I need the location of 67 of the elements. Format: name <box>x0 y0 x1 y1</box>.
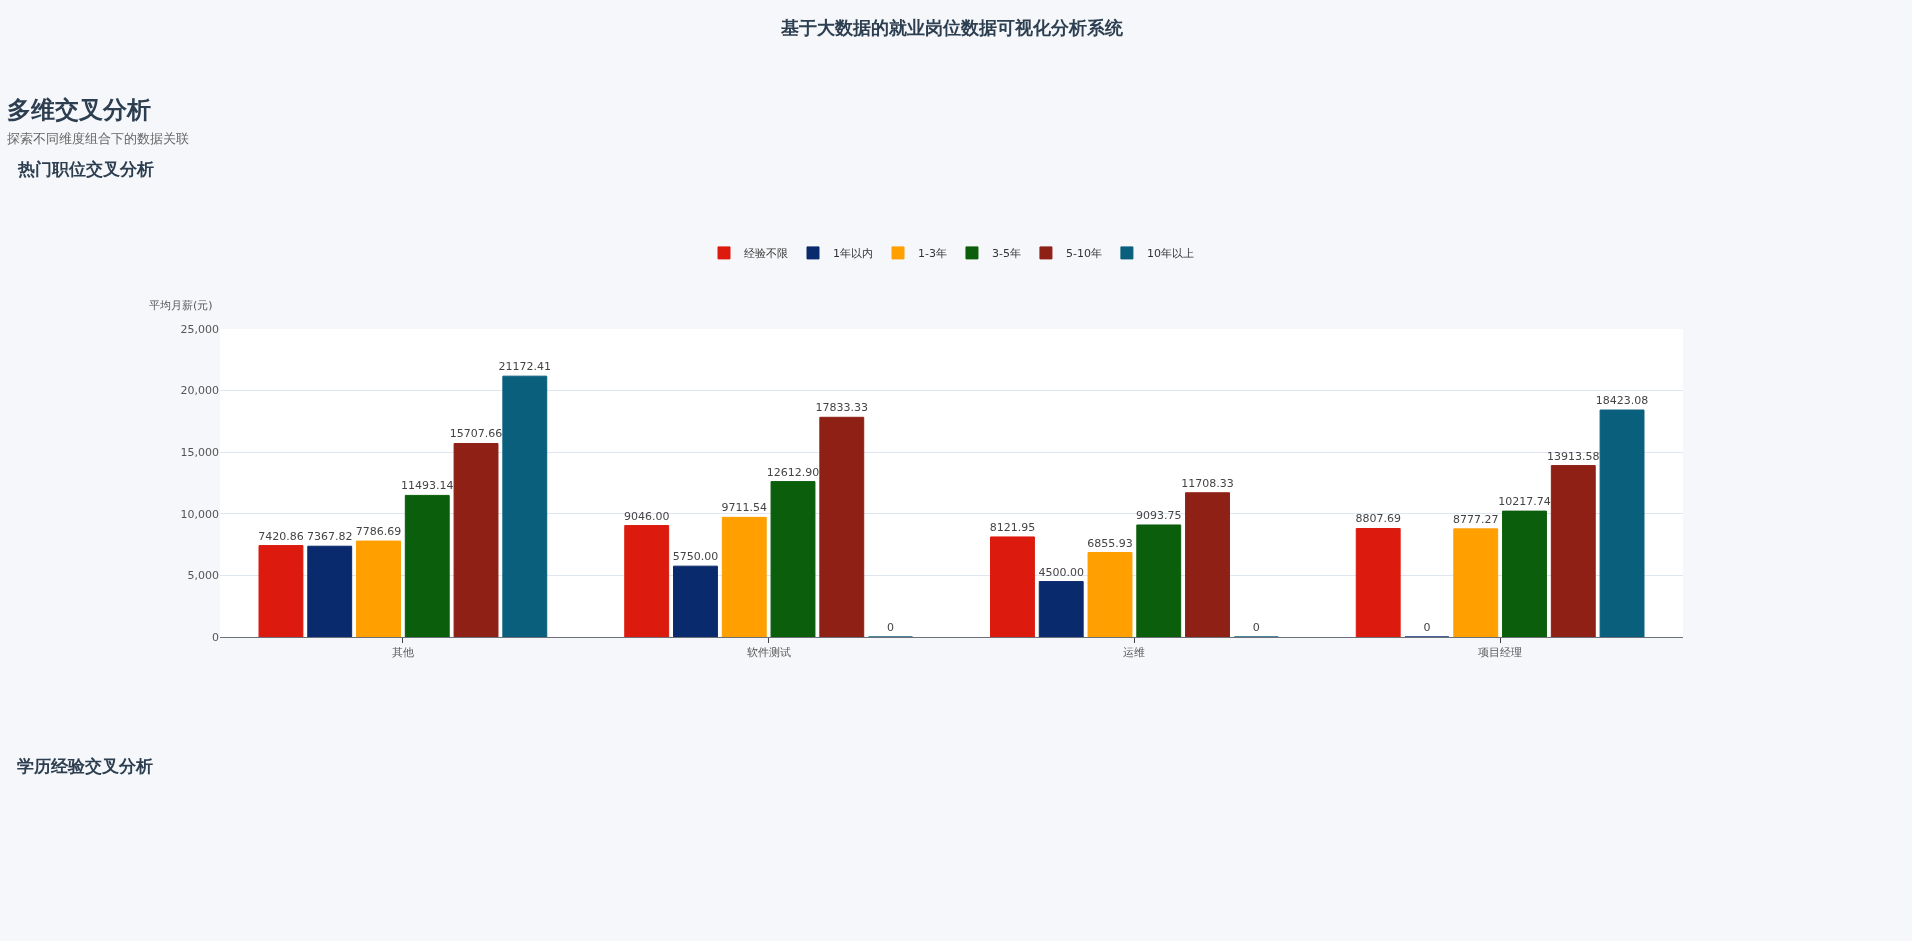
legend-label: 3-5年 <box>991 247 1021 261</box>
bar <box>990 536 1035 637</box>
data-label: 15707.66 <box>449 427 503 441</box>
data-label: 17833.33 <box>815 401 869 415</box>
x-tick-label: 其他 <box>391 646 414 660</box>
x-tick-label: 项目经理 <box>1478 646 1523 660</box>
data-label: 11708.33 <box>1181 476 1234 490</box>
y-tick-label: 5,000 <box>187 569 219 583</box>
bar <box>1599 409 1645 637</box>
data-label: 7367.82 <box>306 530 353 544</box>
data-label: 9093.75 <box>1136 508 1182 522</box>
text: 探索不同维度组合下的数据关联 <box>7 131 189 146</box>
y-tick-label: 0 <box>212 630 219 644</box>
bar <box>624 525 670 637</box>
bar <box>819 416 865 637</box>
data-label: 8807.69 <box>1355 512 1401 526</box>
bar <box>356 540 401 637</box>
data-label: 6855.93 <box>1087 536 1133 550</box>
data-label: 13913.58 <box>1547 449 1600 463</box>
bar <box>307 545 353 637</box>
bar <box>1502 510 1547 637</box>
y-tick-label: 10,000 <box>180 507 219 521</box>
data-label: 7420.86 <box>258 529 304 543</box>
data-label: 21172.41 <box>498 360 552 374</box>
y-axis-title: 平均月薪(元) <box>149 299 213 312</box>
y-tick-label: 15,000 <box>180 446 219 460</box>
bar <box>1087 552 1133 637</box>
bar <box>1185 492 1230 637</box>
legend-label: 1年以内 <box>833 247 873 261</box>
chart-title: 热门职位交叉分析 <box>17 159 154 179</box>
bar <box>258 545 304 637</box>
bar <box>1355 527 1401 637</box>
data-label: 11493.14 <box>401 479 454 493</box>
legend-label: 1-3年 <box>918 247 947 261</box>
data-label: 5750.00 <box>672 550 719 564</box>
legend-label: 5-10年 <box>1065 247 1102 261</box>
data-label: 9046.00 <box>623 509 670 523</box>
data-label: 9711.54 <box>721 501 767 515</box>
data-label: 0 <box>1423 621 1431 634</box>
data-label: 10217.74 <box>1498 495 1551 509</box>
bar <box>453 442 499 637</box>
bar <box>1038 581 1084 637</box>
data-label: 8121.95 <box>989 520 1036 534</box>
y-tick-label: 25,000 <box>180 322 219 336</box>
bar <box>502 375 548 637</box>
data-label: 7786.69 <box>355 525 402 539</box>
x-tick-label: 软件测试 <box>746 646 791 660</box>
bar <box>404 494 450 637</box>
data-label: 8777.27 <box>1452 512 1499 526</box>
text: 学历经验交叉分析 <box>17 756 153 776</box>
bar <box>1136 524 1182 637</box>
y-tick-label: 20,000 <box>180 384 219 398</box>
text: 多维交叉分析 <box>7 96 151 124</box>
text: 基于大数据的就业岗位数据可视化分析系统 <box>780 17 1124 38</box>
legend-label: 经验不限 <box>744 247 788 261</box>
bar <box>1453 528 1499 637</box>
legend-label: 10年以上 <box>1146 247 1194 261</box>
data-label: 4500.00 <box>1038 565 1084 579</box>
data-label: 18423.08 <box>1595 394 1649 408</box>
x-tick-label: 运维 <box>1123 646 1146 660</box>
bar <box>673 565 718 637</box>
data-label: 12612.90 <box>766 465 820 479</box>
bar <box>721 516 767 637</box>
bar <box>770 481 816 637</box>
bar <box>1550 465 1596 637</box>
data-label: 0 <box>1252 621 1260 634</box>
data-label: 0 <box>887 621 895 634</box>
